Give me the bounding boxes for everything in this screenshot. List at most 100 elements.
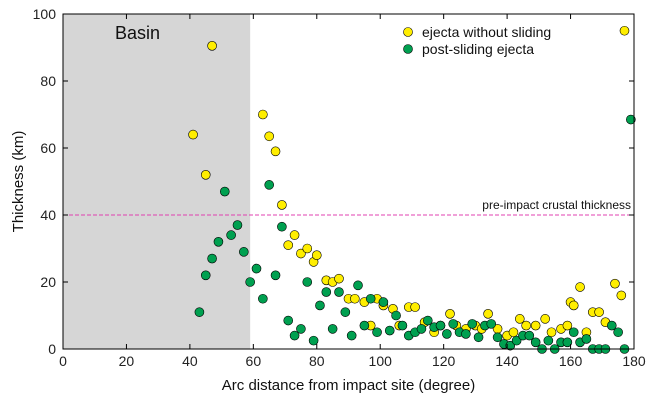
- point-post-sliding-ejecta: [562, 337, 573, 348]
- point-ejecta-without-sliding: [264, 131, 274, 142]
- point-post-sliding-ejecta: [194, 307, 205, 317]
- point-post-sliding-ejecta: [207, 253, 217, 264]
- point-ejecta-without-sliding: [258, 109, 268, 120]
- point-post-sliding-ejecta: [315, 300, 325, 311]
- point-post-sliding-ejecta: [239, 247, 249, 257]
- point-post-sliding-ejecta: [270, 270, 281, 281]
- point-ejecta-without-sliding: [350, 293, 360, 304]
- point-post-sliding-ejecta: [397, 320, 408, 331]
- point-post-sliding-ejecta: [302, 277, 313, 287]
- point-ejecta-without-sliding: [521, 320, 531, 331]
- point-post-sliding-ejecta: [289, 330, 300, 341]
- point-post-sliding-ejecta: [530, 337, 541, 348]
- data-points: [188, 25, 636, 354]
- point-post-sliding-ejecta: [346, 330, 357, 341]
- x-tick-label: 20: [119, 353, 135, 369]
- point-post-sliding-ejecta: [442, 329, 452, 339]
- point-post-sliding-ejecta: [226, 230, 236, 240]
- x-tick-label: 140: [495, 353, 519, 369]
- point-ejecta-without-sliding: [508, 327, 519, 338]
- point-post-sliding-ejecta: [473, 332, 484, 343]
- point-post-sliding-ejecta: [505, 340, 516, 351]
- point-post-sliding-ejecta: [334, 287, 344, 297]
- point-post-sliding-ejecta: [321, 287, 332, 297]
- point-post-sliding-ejecta: [384, 325, 395, 336]
- point-ejecta-without-sliding: [277, 200, 287, 210]
- point-ejecta-without-sliding: [594, 307, 604, 317]
- point-post-sliding-ejecta: [492, 332, 503, 343]
- point-post-sliding-ejecta: [258, 293, 268, 304]
- point-post-sliding-ejecta: [245, 277, 255, 287]
- point-post-sliding-ejecta: [524, 330, 535, 341]
- x-tick-label: 160: [559, 353, 583, 369]
- point-post-sliding-ejecta: [296, 324, 306, 334]
- plot-frame: [62, 13, 635, 350]
- point-post-sliding-ejecta: [416, 324, 427, 334]
- point-post-sliding-ejecta: [365, 293, 376, 304]
- x-tick-label: 40: [182, 353, 198, 369]
- point-ejecta-without-sliding: [188, 129, 198, 140]
- point-post-sliding-ejecta: [391, 310, 401, 321]
- point-post-sliding-ejecta: [423, 315, 433, 326]
- point-ejecta-without-sliding: [514, 314, 525, 324]
- point-post-sliding-ejecta: [219, 186, 230, 197]
- axis-ticks: 0 20 40 60 80 100 120 140 160 180 0 20 40 60 80 100: [33, 6, 646, 369]
- point-ejecta-without-sliding: [568, 300, 579, 311]
- x-tick-label: 80: [309, 353, 325, 369]
- point-ejecta-without-sliding: [575, 282, 585, 292]
- point-post-sliding-ejecta: [353, 280, 363, 291]
- shaded-basin-region: [63, 14, 251, 349]
- legend-marker: [403, 44, 413, 54]
- point-ejecta-without-sliding: [530, 320, 541, 331]
- y-tick-label: 60: [40, 140, 56, 156]
- point-post-sliding-ejecta: [581, 334, 592, 344]
- point-ejecta-without-sliding: [483, 309, 493, 319]
- point-ejecta-without-sliding: [296, 248, 306, 259]
- point-post-sliding-ejecta: [511, 335, 522, 346]
- point-post-sliding-ejecta: [378, 297, 389, 307]
- legend-label: ejecta without sliding: [422, 24, 551, 40]
- point-post-sliding-ejecta: [359, 320, 370, 331]
- point-ejecta-without-sliding: [546, 327, 557, 338]
- point-ejecta-without-sliding: [445, 309, 455, 319]
- point-post-sliding-ejecta: [467, 319, 478, 329]
- x-axis-label: Arc distance from impact site (degree): [222, 377, 475, 394]
- point-post-sliding-ejecta: [232, 220, 243, 230]
- point-ejecta-without-sliding: [289, 230, 300, 240]
- x-tick-label: 120: [432, 353, 456, 369]
- y-tick-label: 100: [33, 6, 57, 22]
- point-post-sliding-ejecta: [264, 180, 274, 190]
- point-post-sliding-ejecta: [251, 263, 262, 274]
- point-post-sliding-ejecta: [626, 114, 636, 125]
- point-post-sliding-ejecta: [327, 324, 338, 334]
- x-tick-label: 60: [246, 353, 262, 369]
- point-ejecta-without-sliding: [200, 170, 211, 180]
- point-post-sliding-ejecta: [435, 320, 446, 331]
- point-ejecta-without-sliding: [619, 25, 630, 36]
- legend-marker: [403, 27, 413, 37]
- point-post-sliding-ejecta: [200, 270, 211, 281]
- point-post-sliding-ejecta: [448, 319, 458, 329]
- x-tick-label: 100: [369, 353, 393, 369]
- y-tick-label: 20: [40, 274, 56, 290]
- point-post-sliding-ejecta: [213, 237, 224, 247]
- x-tick-label: 0: [59, 353, 67, 369]
- y-tick-label: 0: [48, 341, 56, 357]
- point-ejecta-without-sliding: [302, 243, 313, 254]
- legend-label: post-sliding ejecta: [422, 41, 534, 57]
- crustal-thickness-label: pre-impact crustal thickness: [482, 198, 631, 212]
- x-tick-label: 180: [622, 353, 646, 369]
- point-ejecta-without-sliding: [207, 41, 217, 51]
- y-tick-label: 40: [40, 207, 56, 223]
- point-post-sliding-ejecta: [606, 320, 617, 331]
- y-axis-label: Thickness (km): [10, 131, 27, 233]
- point-ejecta-without-sliding: [410, 302, 420, 312]
- point-ejecta-without-sliding: [616, 290, 627, 301]
- y-tick-label: 80: [40, 73, 56, 89]
- point-post-sliding-ejecta: [461, 329, 471, 339]
- basin-label: Basin: [115, 23, 160, 43]
- point-post-sliding-ejecta: [613, 327, 623, 338]
- point-post-sliding-ejecta: [283, 315, 294, 326]
- point-ejecta-without-sliding: [540, 314, 550, 324]
